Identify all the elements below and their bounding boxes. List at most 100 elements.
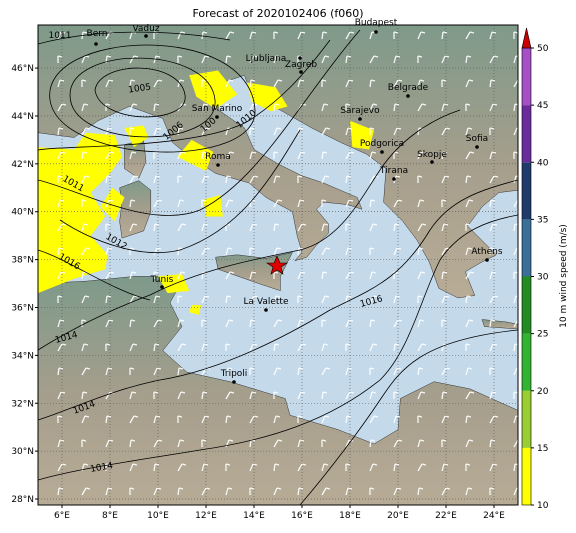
wind-barb [441,295,450,304]
wind-barb [441,199,447,207]
wind-barb [177,343,187,352]
wind-barb [393,439,403,448]
wind-barb [81,367,91,376]
wind-barb [201,247,211,256]
wind-barb [393,319,403,328]
wind-barb [369,199,376,208]
wind-barb [417,127,424,136]
wind-barb [249,343,258,352]
wind-barb [81,199,87,207]
colorbar-tick-label: 35 [537,215,548,225]
wind-barb [105,103,111,111]
colorbar-bin [522,333,531,391]
wind-barb [441,487,451,496]
city-marker [430,160,434,164]
wind-barb [273,319,283,328]
wind-barb [105,295,112,304]
wind-barb [345,487,353,496]
wind-barb [441,271,448,280]
wind-barb [369,223,378,232]
isobar [38,39,331,151]
wind-barb [465,319,474,328]
wind-barb [57,367,64,376]
land [119,180,152,239]
wind-barb [417,31,426,40]
wind-barb [393,247,402,256]
wind-barb [369,415,379,424]
wind-barb [489,439,496,448]
wind-barb [417,319,425,328]
x-tick-label: 24°E [483,511,505,521]
wind-barb [201,199,207,207]
wind-barb [57,199,65,208]
colorbar-tick-label: 20 [537,387,549,397]
wind-barb [489,31,497,40]
wind-barb [441,439,447,447]
wind-barb [321,343,329,352]
wind-barb [57,295,63,303]
wind-barb [225,487,233,496]
wind-barb [513,343,518,352]
city-label: Sarajevo [340,106,380,116]
wind-barb [225,463,231,471]
wind-barb [249,271,257,280]
wind-barb [441,103,449,112]
isobar [38,249,151,301]
city-marker [392,177,396,181]
location-star [266,255,288,275]
wind-barb [177,175,183,183]
wind-barb [105,247,113,256]
wind-barb [129,319,136,328]
colorbar-tick-label: 45 [537,101,548,111]
wind-barb [513,439,518,448]
wind-barb [105,487,113,496]
wind-barb [393,127,402,136]
wind-barb [57,79,65,88]
wind-barb [273,391,279,399]
wind-barb [345,31,355,40]
wind-barb [369,463,378,472]
city-marker [216,163,220,167]
wind-barb [225,271,235,280]
y-tick-label: 40°N [11,208,34,218]
wind-barb [81,439,87,447]
wind-barb [81,175,90,184]
wind-barb [297,295,303,303]
wind-barb [81,127,91,136]
isobar [38,109,461,351]
wind-barb [153,319,163,328]
colorbar-bin [522,105,531,163]
y-tick-label: 36°N [11,303,34,313]
wind-barb [417,439,425,448]
wind-barb [129,295,139,304]
wind-barb [249,319,256,328]
wind-barb [297,463,307,472]
wind-barb [249,31,257,40]
city-marker [485,258,489,262]
wind-barb [441,319,447,327]
wind-barb [345,223,351,231]
wind-barb [321,103,329,112]
wind-barb [225,175,232,184]
wind-barb [57,127,64,136]
wind-barb [489,103,498,112]
y-tick-label: 28°N [11,495,34,505]
wind-area [38,132,122,294]
wind-barb [369,295,379,304]
wind-barb [321,415,330,424]
wind-barb [321,487,331,496]
wind-barb [273,103,280,112]
wind-barb [417,295,423,303]
wind-barb [273,175,281,184]
wind-barb [345,79,354,88]
y-tick-label: 46°N [11,64,34,74]
isobar [38,179,518,421]
wind-barb [441,79,447,87]
city-label: San Marino [192,104,243,114]
colorbar-bin [522,276,531,334]
wind-barb [273,247,282,256]
wind-barb [393,79,403,88]
colorbar-tick-label: 25 [537,330,548,340]
wind-barb [153,103,160,112]
